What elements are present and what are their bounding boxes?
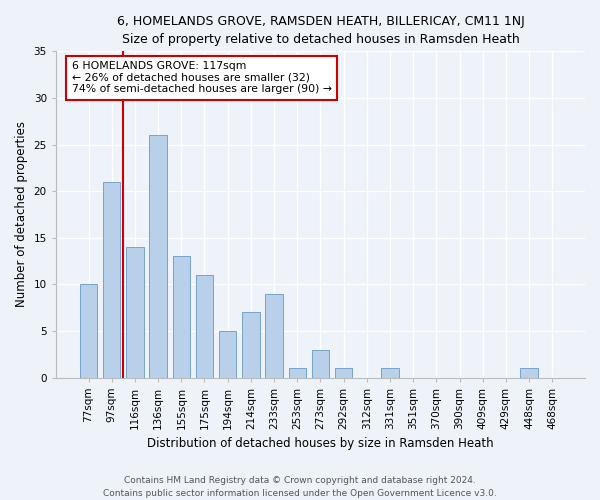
- Bar: [103, 182, 121, 378]
- Title: 6, HOMELANDS GROVE, RAMSDEN HEATH, BILLERICAY, CM11 1NJ
Size of property relativ: 6, HOMELANDS GROVE, RAMSDEN HEATH, BILLE…: [116, 15, 524, 46]
- X-axis label: Distribution of detached houses by size in Ramsden Heath: Distribution of detached houses by size …: [147, 437, 494, 450]
- Bar: [219, 331, 236, 378]
- Bar: [381, 368, 398, 378]
- Bar: [335, 368, 352, 378]
- Text: 6 HOMELANDS GROVE: 117sqm
← 26% of detached houses are smaller (32)
74% of semi-: 6 HOMELANDS GROVE: 117sqm ← 26% of detac…: [72, 61, 332, 94]
- Bar: [196, 275, 213, 378]
- Bar: [265, 294, 283, 378]
- Bar: [126, 247, 143, 378]
- Bar: [289, 368, 306, 378]
- Bar: [520, 368, 538, 378]
- Y-axis label: Number of detached properties: Number of detached properties: [15, 122, 28, 308]
- Bar: [312, 350, 329, 378]
- Bar: [80, 284, 97, 378]
- Bar: [242, 312, 260, 378]
- Bar: [173, 256, 190, 378]
- Text: Contains HM Land Registry data © Crown copyright and database right 2024.
Contai: Contains HM Land Registry data © Crown c…: [103, 476, 497, 498]
- Bar: [149, 135, 167, 378]
